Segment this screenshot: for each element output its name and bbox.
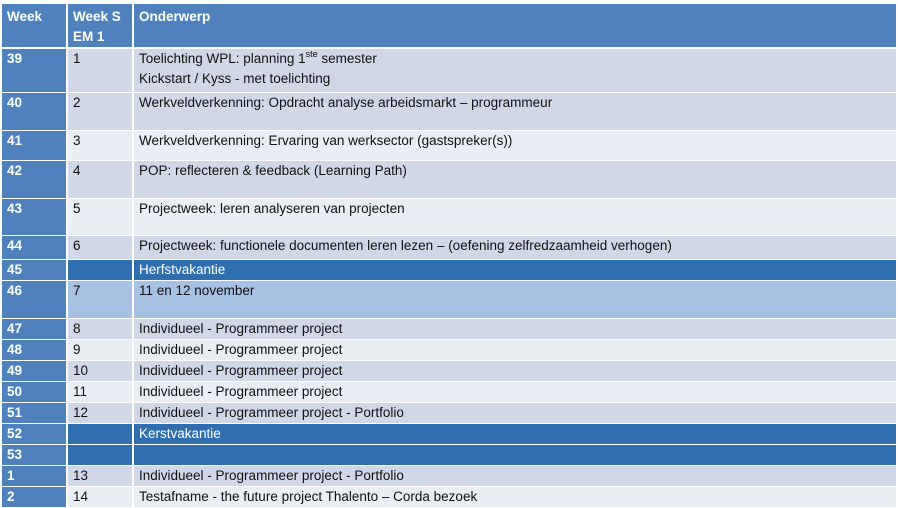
topic-cell: Individueel - Programmeer project - Port… <box>134 403 896 424</box>
week-cell: 40 <box>2 93 68 131</box>
table-row: 2 14 Testafname - the future project Tha… <box>2 487 896 508</box>
topic-cell: 11 en 12 november <box>134 281 896 319</box>
sem-week-cell: 3 <box>68 131 134 161</box>
topic-cell <box>134 445 896 466</box>
table-row-holiday: 45 Herfstvakantie <box>2 260 896 281</box>
week-cell: 50 <box>2 382 68 403</box>
sem-week-cell <box>68 260 134 281</box>
sem-week-cell: 9 <box>68 340 134 361</box>
topic-cell: Individueel - Programmeer project <box>134 319 896 340</box>
topic-cell: Individueel - Programmeer project - Port… <box>134 466 896 487</box>
table-row: 43 5 Projectweek: leren analyseren van p… <box>2 199 896 236</box>
table-row: 49 10 Individueel - Programmeer project <box>2 361 896 382</box>
topic-text: Toelichting WPL: planning 1 <box>139 51 306 66</box>
header-week-sem: Week S EM 1 <box>68 4 134 49</box>
topic-cell: Projectweek: leren analyseren van projec… <box>134 199 896 236</box>
topic-cell: Werkveldverkenning: Opdracht analyse arb… <box>134 93 896 131</box>
week-cell: 47 <box>2 319 68 340</box>
table-row: 48 9 Individueel - Programmeer project <box>2 340 896 361</box>
topic-cell: Individueel - Programmeer project <box>134 382 896 403</box>
topic-cell: Testafname - the future project Thalento… <box>134 487 896 508</box>
sem-week-cell: 14 <box>68 487 134 508</box>
header-week: Week <box>2 4 68 49</box>
table-row: 40 2 Werkveldverkenning: Opdracht analys… <box>2 93 896 131</box>
week-cell: 41 <box>2 131 68 161</box>
week-cell: 43 <box>2 199 68 236</box>
schedule-table: Week Week S EM 1 Onderwerp 39 1 Toelicht… <box>2 4 896 508</box>
table-row: 42 4 POP: reflecteren & feedback (Learni… <box>2 161 896 199</box>
topic-line: Toelichting WPL: planning 1ste semester <box>139 49 896 69</box>
week-cell: 51 <box>2 403 68 424</box>
table-row: 39 1 Toelichting WPL: planning 1ste seme… <box>2 49 896 93</box>
topic-line: Kickstart / Kyss - met toelichting <box>139 71 331 86</box>
topic-cell: Individueel - Programmeer project <box>134 361 896 382</box>
sem-week-cell <box>68 445 134 466</box>
week-cell: 39 <box>2 49 68 93</box>
sem-week-cell: 5 <box>68 199 134 236</box>
week-cell: 2 <box>2 487 68 508</box>
sem-week-cell: 8 <box>68 319 134 340</box>
topic-superscript: ste <box>305 49 318 59</box>
sem-week-cell: 12 <box>68 403 134 424</box>
topic-cell: Individueel - Programmeer project <box>134 340 896 361</box>
sem-week-cell: 2 <box>68 93 134 131</box>
table-row: 47 8 Individueel - Programmeer project <box>2 319 896 340</box>
table-row: 50 11 Individueel - Programmeer project <box>2 382 896 403</box>
table-row-holiday: 53 <box>2 445 896 466</box>
sem-week-cell: 6 <box>68 236 134 260</box>
week-cell: 49 <box>2 361 68 382</box>
topic-text-suffix: semester <box>317 51 377 66</box>
table-row-holiday: 52 Kerstvakantie <box>2 424 896 445</box>
week-cell: 45 <box>2 260 68 281</box>
table-row: 1 13 Individueel - Programmeer project -… <box>2 466 896 487</box>
week-cell: 53 <box>2 445 68 466</box>
week-cell: 52 <box>2 424 68 445</box>
sem-week-cell: 4 <box>68 161 134 199</box>
sem-week-cell: 7 <box>68 281 134 319</box>
topic-cell: Kerstvakantie <box>134 424 896 445</box>
table-row: 41 3 Werkveldverkenning: Ervaring van we… <box>2 131 896 161</box>
week-cell: 46 <box>2 281 68 319</box>
week-cell: 1 <box>2 466 68 487</box>
sem-week-cell: 10 <box>68 361 134 382</box>
sem-week-cell: 11 <box>68 382 134 403</box>
week-cell: 44 <box>2 236 68 260</box>
topic-cell: Werkveldverkenning: Ervaring van werksec… <box>134 131 896 161</box>
week-cell: 48 <box>2 340 68 361</box>
topic-cell: Projectweek: functionele documenten lere… <box>134 236 896 260</box>
sem-week-cell: 1 <box>68 49 134 93</box>
table-row: 51 12 Individueel - Programmeer project … <box>2 403 896 424</box>
table-row: 46 7 11 en 12 november <box>2 281 896 319</box>
topic-cell: Herfstvakantie <box>134 260 896 281</box>
header-topic: Onderwerp <box>134 4 896 49</box>
topic-cell: Toelichting WPL: planning 1ste semester … <box>134 49 896 93</box>
table-row: 44 6 Projectweek: functionele documenten… <box>2 236 896 260</box>
topic-cell: POP: reflecteren & feedback (Learning Pa… <box>134 161 896 199</box>
sem-week-cell: 13 <box>68 466 134 487</box>
sem-week-cell <box>68 424 134 445</box>
week-cell: 42 <box>2 161 68 199</box>
header-row: Week Week S EM 1 Onderwerp <box>2 4 896 49</box>
